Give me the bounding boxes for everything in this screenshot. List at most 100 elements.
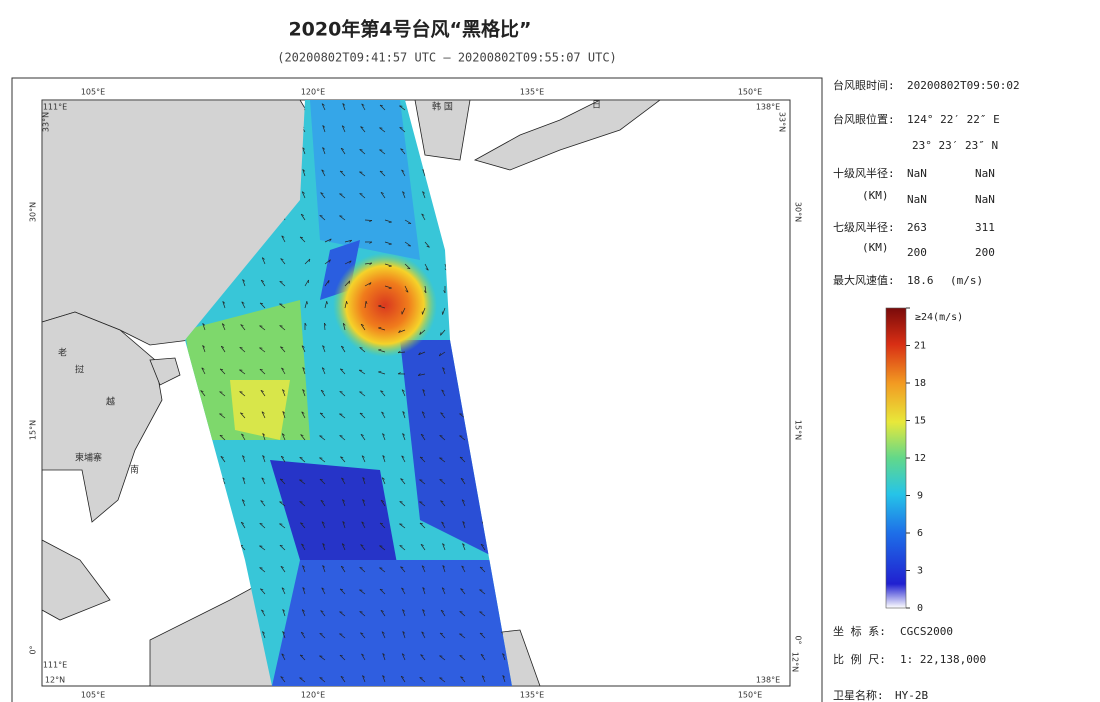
wind-arrow [439, 677, 446, 683]
wind-arrow-head [369, 241, 373, 244]
wind-arrow [339, 633, 346, 639]
wind-arrow [339, 193, 346, 199]
lat-label: 15°N [794, 420, 803, 440]
wind-arrow [323, 322, 326, 331]
wind-arrow [402, 433, 406, 441]
wind-arrow [202, 323, 206, 331]
wind-arrow-head [280, 676, 284, 679]
wind-arrow [399, 501, 406, 507]
wind-arrow-head [301, 345, 305, 348]
wind-arrow-head [419, 677, 423, 679]
wind-arrow-head [279, 281, 283, 283]
wind-arrow [378, 371, 386, 375]
wind-arrow [320, 192, 326, 199]
wind-arrow [241, 433, 246, 441]
wind-arrow-head [359, 347, 363, 349]
wind-arrow [439, 435, 446, 441]
wind-arrow [220, 345, 226, 353]
wind-arrow [359, 567, 366, 573]
wind-arrow-head [381, 477, 385, 480]
wind-arrow-head [462, 521, 466, 524]
wind-arrow [341, 125, 346, 133]
wind-arrow [241, 499, 246, 507]
wind-arrow-head [360, 433, 364, 436]
wind-arrow [359, 347, 366, 353]
wind-arrow [421, 213, 426, 221]
wind-arrow [239, 369, 246, 375]
wind-arrow-head [282, 631, 286, 634]
wind-arrow [342, 323, 346, 331]
wind-arrow [239, 347, 246, 353]
wind-arrow [379, 149, 386, 155]
wind-arrow [300, 522, 306, 529]
wind-arrow-head [322, 543, 326, 546]
wind-arrow [400, 148, 406, 155]
wind-arrow-head [240, 412, 244, 415]
wind-arrow [399, 523, 406, 529]
wind-arrow-head [281, 587, 285, 590]
wind-arrow-head [302, 565, 305, 568]
wind-arrow [442, 543, 446, 551]
wind-arrow-head [401, 455, 405, 458]
wind-arrow-head [388, 287, 392, 290]
wind-arrow [299, 236, 306, 243]
wind-arrow [400, 566, 406, 573]
wind-arrow-head [260, 390, 264, 392]
wind-arrow [402, 631, 406, 639]
wind-arrow-head [378, 326, 382, 329]
wind-arrow-head [324, 322, 327, 326]
wind-arrow [439, 351, 446, 357]
wind-arrow-head [401, 587, 405, 590]
wind-arrow-head [419, 456, 424, 459]
wind-arrow [322, 543, 326, 551]
wind-arrow [339, 588, 346, 595]
wind-arrow [384, 285, 392, 289]
wind-arrow [380, 192, 386, 199]
wind-arrow [422, 587, 426, 595]
land [414, 100, 471, 161]
wind-arrow [299, 654, 306, 661]
wind-arrow [422, 389, 426, 397]
place-label: 南 [130, 464, 139, 476]
wind-arrow-head [399, 127, 403, 129]
wind-arrow-head [219, 391, 223, 393]
wind-arrow-head [369, 262, 373, 266]
wind-arrow [339, 413, 346, 419]
wind-arrow [398, 351, 406, 354]
wind-arrow [260, 500, 266, 507]
wind-arrow [439, 632, 446, 639]
wind-arrow-head [439, 479, 443, 481]
wind-arrow-head [259, 368, 263, 371]
wind-arrow [441, 587, 446, 595]
wind-arrow-head [340, 676, 344, 678]
info-label: 比 例 尺: [833, 652, 886, 666]
wind-arrow [440, 500, 446, 507]
wind-arrow-head [302, 169, 306, 172]
wind-arrow [344, 301, 347, 309]
wind-arrow-head [241, 301, 245, 304]
wind-arrow-head [346, 301, 348, 305]
wind-arrow [360, 324, 366, 331]
wind-arrow-head [321, 169, 325, 172]
wind-arrow [502, 675, 506, 683]
wind-arrow-head [422, 389, 426, 392]
wind-arrow [421, 631, 426, 639]
colorbar-tick-label: 6 [917, 528, 923, 539]
wind-arrow [359, 149, 366, 155]
wind-arrow [399, 105, 406, 111]
wind-arrow [279, 501, 286, 507]
wind-arrow-head [439, 435, 443, 437]
wind-arrow [401, 307, 406, 315]
wind-arrow-head [259, 567, 263, 569]
wind-arrow [459, 611, 466, 617]
wind-arrow-head [380, 609, 384, 612]
map-content [42, 100, 661, 686]
wind-arrow-head [438, 353, 441, 357]
wind-arrow-head [426, 245, 430, 248]
wind-arrow [379, 567, 386, 573]
wind-arrow-head [369, 220, 373, 223]
wind-arrow-head [420, 543, 424, 546]
wind-arrow [261, 477, 266, 485]
wind-arrow [359, 611, 366, 617]
